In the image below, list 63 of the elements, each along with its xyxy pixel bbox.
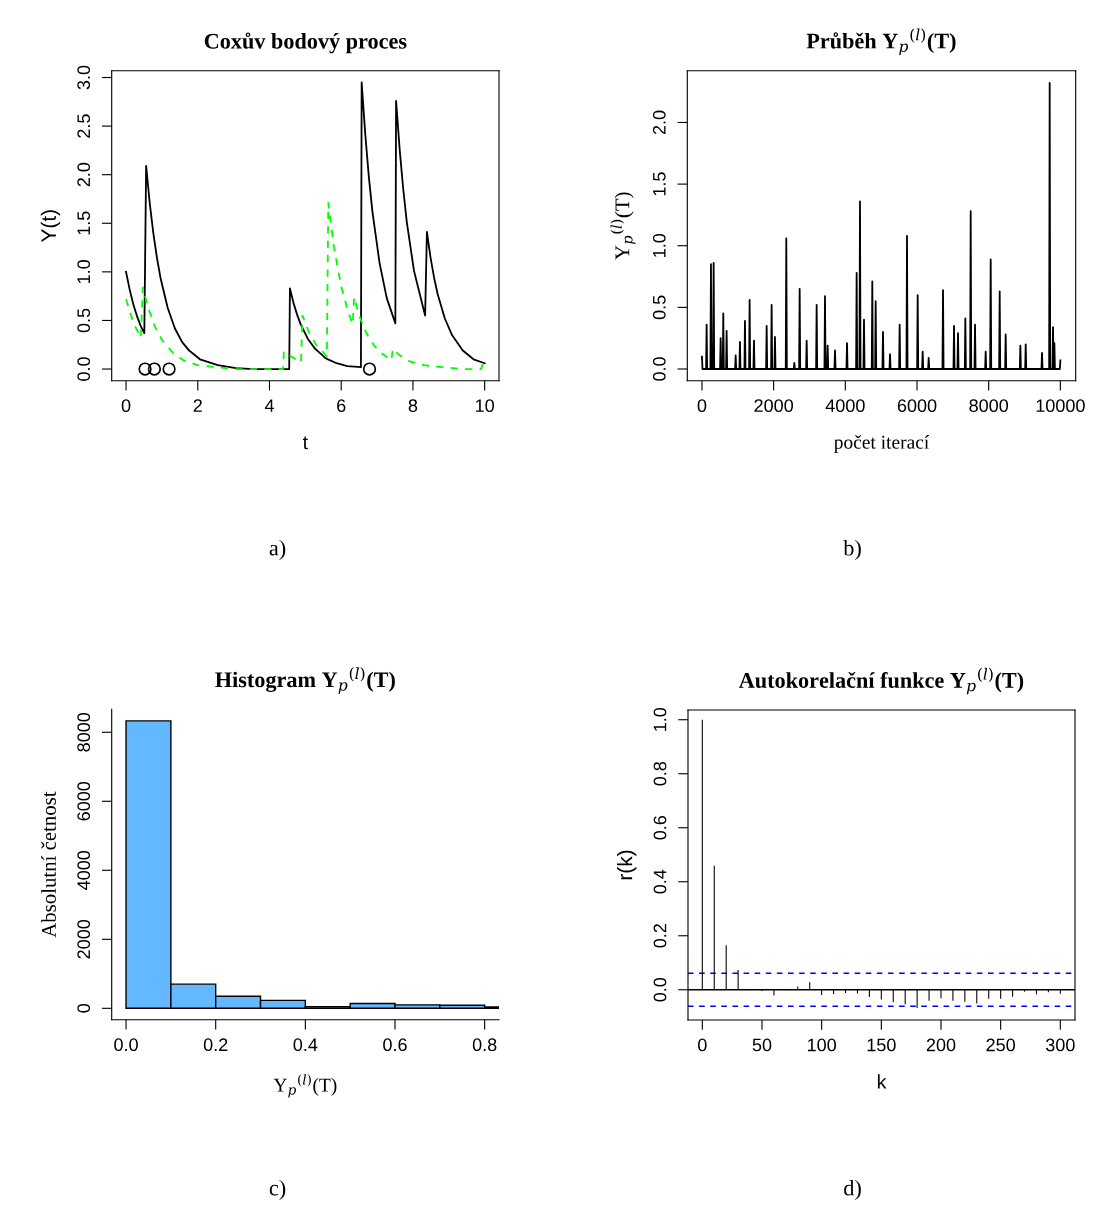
y-tick-label: 2.0 xyxy=(77,162,91,187)
y-tick-label: 0.8 xyxy=(653,761,667,786)
x-axis-title: t xyxy=(302,436,308,450)
x-tick-label: 0.6 xyxy=(383,1038,407,1052)
y-tick-label: 3.0 xyxy=(77,65,91,90)
chart-title: Coxův bodový proces xyxy=(204,32,407,54)
x-tick-label: 100 xyxy=(807,1038,837,1052)
y-tick-label: 6000 xyxy=(77,781,91,821)
x-tick-label: 0.0 xyxy=(114,1038,138,1052)
y-tick-label: 8000 xyxy=(77,712,91,752)
text: a) xyxy=(269,539,286,561)
text: c) xyxy=(269,1179,286,1201)
y-tick-label: 2.0 xyxy=(652,110,666,135)
y-tick-label: 0.2 xyxy=(653,924,667,948)
chart-title: Průběh Y$_{p}$$^{(l)}$(T) xyxy=(806,28,956,56)
text: d) xyxy=(844,1179,861,1201)
y-tick-label: 0.0 xyxy=(77,357,91,381)
x-tick-label: 4 xyxy=(264,399,274,412)
y-tick-label: 2000 xyxy=(77,919,91,959)
x-tick-label: 150 xyxy=(867,1038,896,1052)
x-axis-title: k xyxy=(877,1074,887,1089)
y-axis-title: r(k) xyxy=(617,850,637,880)
x-axis-title: počet iterací xyxy=(834,435,930,453)
y-tick-label: 0.0 xyxy=(653,977,667,1002)
x-tick-label: 8 xyxy=(408,399,418,413)
x-tick-label: 6000 xyxy=(897,399,937,413)
chart-title: Autokorelační funkce Y$_{p}$$^{(l)}$(T) xyxy=(738,667,1024,695)
y-tick-label: 1.0 xyxy=(652,233,666,257)
x-tick-label: 200 xyxy=(926,1038,956,1052)
y-tick-label: 2.5 xyxy=(77,114,91,138)
y-axis-title: Y$_{p}$$^{(l)}$(T) xyxy=(610,192,636,260)
x-tick-label: 4000 xyxy=(825,399,865,413)
x-tick-label: 300 xyxy=(1045,1038,1075,1052)
y-tick-label: 0.4 xyxy=(653,869,667,894)
x-tick-label: 2000 xyxy=(754,399,794,413)
x-tick-label: 0 xyxy=(697,399,707,413)
x-tick-label: 6 xyxy=(337,399,346,413)
y-axis-title: Y(t) xyxy=(40,210,61,243)
y-tick-label: 0.6 xyxy=(653,815,667,840)
y-tick-label: 0 xyxy=(77,1004,91,1013)
y-axis-title: Absolutní četnost xyxy=(41,791,56,938)
y-tick-label: 4000 xyxy=(77,850,91,890)
chart-title: Histogram Y$_{p}$$^{(l)}$(T) xyxy=(215,667,395,694)
x-axis-title: Y$_{p}$$^{(l)}$(T) xyxy=(273,1074,337,1098)
y-tick-label: 1.5 xyxy=(653,172,666,196)
x-tick-label: 0.2 xyxy=(203,1038,228,1052)
x-tick-label: 0.4 xyxy=(293,1038,318,1052)
x-tick-label: 250 xyxy=(986,1038,1016,1052)
y-tick-label: 0.0 xyxy=(652,357,666,381)
y-tick-label: 1.0 xyxy=(653,707,667,731)
y-tick-label: 1.5 xyxy=(77,211,91,235)
y-tick-label: 0.5 xyxy=(652,295,666,320)
x-tick-label: 50 xyxy=(752,1038,772,1052)
x-tick-label: 2 xyxy=(193,399,202,412)
x-tick-label: 10000 xyxy=(1036,399,1085,413)
x-tick-label: 10 xyxy=(475,399,494,413)
y-tick-label: 1.0 xyxy=(77,260,91,284)
y-tick-label: 0.5 xyxy=(77,308,91,333)
x-tick-label: 0 xyxy=(121,399,131,413)
text: b) xyxy=(843,539,861,561)
x-tick-label: 0 xyxy=(698,1038,707,1052)
x-tick-label: 8000 xyxy=(969,399,1009,413)
x-tick-label: 0.8 xyxy=(472,1038,497,1052)
